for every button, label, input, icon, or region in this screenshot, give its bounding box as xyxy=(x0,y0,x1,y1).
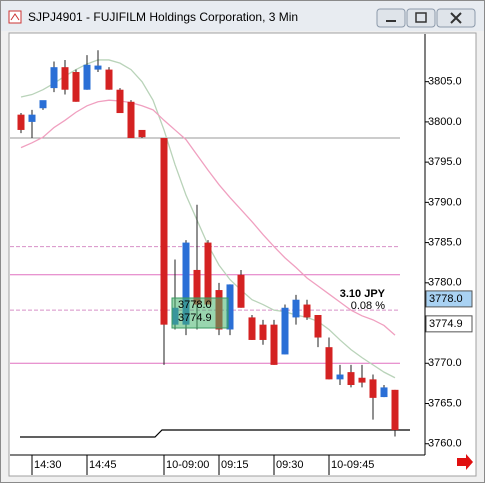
price-tag-label: 3778.0 xyxy=(429,293,463,305)
candle-body xyxy=(358,377,366,383)
candle-body xyxy=(292,299,300,318)
candle-body xyxy=(193,269,201,305)
close-glyph xyxy=(450,12,462,24)
window-title: SJPJ4901 - FUJIFILM Holdings Corporation… xyxy=(28,10,298,24)
candle-body xyxy=(336,374,344,380)
candle-body xyxy=(72,72,80,102)
x-tick-label: 09:15 xyxy=(221,459,249,471)
average-line xyxy=(20,99,396,336)
price-tag xyxy=(425,315,473,333)
candle-body xyxy=(61,67,69,90)
price-change: 3.10 JPY xyxy=(340,288,386,300)
candle-body xyxy=(50,67,58,89)
candle-body xyxy=(28,114,36,122)
y-tick-label: 3780.0 xyxy=(428,277,462,289)
y-tick-label: 3805.0 xyxy=(428,76,462,88)
measure-box xyxy=(171,297,229,329)
baseline-step xyxy=(20,429,410,438)
candle-body xyxy=(259,324,267,340)
x-tick-label: 09:30 xyxy=(276,459,304,471)
candle-body xyxy=(226,284,234,330)
y-tick-label: 3785.0 xyxy=(428,236,462,248)
y-tick-label: 3800.0 xyxy=(428,116,462,128)
y-tick-label: 3760.0 xyxy=(428,438,462,450)
candle-body xyxy=(182,242,190,325)
candle-body xyxy=(347,372,355,385)
scroll-right-arrow[interactable] xyxy=(457,454,473,470)
percent-change: 0.08 % xyxy=(351,300,385,312)
candle-body xyxy=(39,100,47,109)
candle-body xyxy=(138,129,146,138)
measure-label: 3778.0 xyxy=(178,299,212,311)
minimize-button[interactable] xyxy=(376,8,406,28)
app-icon xyxy=(8,10,22,24)
maximize-button[interactable] xyxy=(406,8,436,28)
candle-body xyxy=(281,307,289,355)
candle-body xyxy=(94,65,102,70)
measure-label: 3774.9 xyxy=(178,312,212,324)
candle-body xyxy=(380,387,388,398)
y-tick-label: 3790.0 xyxy=(428,196,462,208)
x-tick-label: 10-09:45 xyxy=(331,459,374,471)
x-tick-label: 10-09:00 xyxy=(166,459,209,471)
candle-body xyxy=(303,304,311,318)
candle-body xyxy=(204,242,212,305)
maximize-glyph xyxy=(415,12,427,23)
candle-body xyxy=(270,324,278,365)
candle-body xyxy=(160,137,168,325)
app-icon-glyph xyxy=(10,13,20,21)
price-tag xyxy=(425,290,473,308)
candle-body xyxy=(105,69,113,90)
candle-body xyxy=(116,89,124,114)
x-tick-label: 14:30 xyxy=(34,459,62,471)
candle-body xyxy=(237,274,245,308)
candle-body xyxy=(17,114,25,130)
candle-body xyxy=(83,64,91,90)
candle-body xyxy=(369,379,377,398)
candle-body xyxy=(248,317,256,340)
candle-body xyxy=(127,101,135,138)
y-tick-label: 3765.0 xyxy=(428,397,462,409)
y-tick-label: 3770.0 xyxy=(428,357,462,369)
x-tick-label: 14:45 xyxy=(89,459,117,471)
candle-body xyxy=(391,389,399,431)
candle-body xyxy=(314,315,322,338)
candle-body xyxy=(325,347,333,380)
price-tag-label: 3774.9 xyxy=(429,318,463,330)
y-tick-label: 3795.0 xyxy=(428,156,462,168)
